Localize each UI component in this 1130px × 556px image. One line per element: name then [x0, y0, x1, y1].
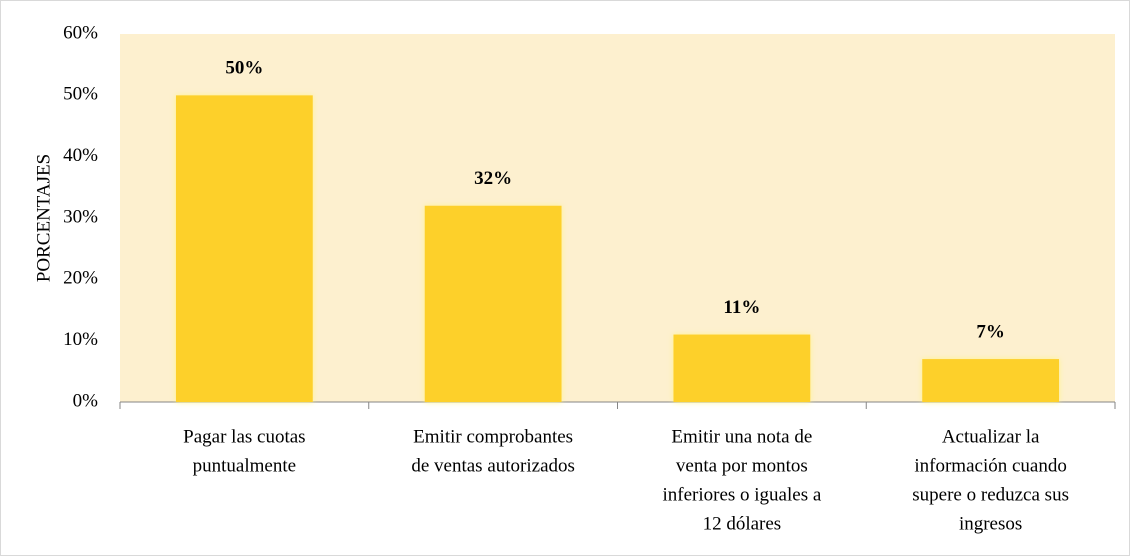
y-axis-label: PORCENTAJES [33, 154, 54, 282]
x-tick-label: información cuando [914, 455, 1066, 476]
data-label: 11% [723, 297, 760, 318]
x-tick-label: puntualmente [193, 455, 296, 476]
x-tick-label: Actualizar la [942, 426, 1040, 447]
y-tick-label: 60% [63, 22, 98, 43]
y-tick-label: 10% [63, 329, 98, 350]
x-tick-label: supere o reduzca sus [912, 484, 1069, 505]
x-tick-label: Emitir una nota de [671, 426, 812, 447]
y-tick-label: 50% [63, 84, 98, 105]
bar [424, 205, 562, 402]
data-label: 50% [225, 58, 263, 79]
y-tick-label: 0% [73, 390, 99, 411]
x-tick-label: inferiores o iguales a [662, 484, 821, 505]
x-tick-label: Emitir comprobantes [413, 426, 573, 447]
bar [922, 359, 1060, 402]
data-label: 32% [474, 168, 512, 189]
x-tick-label: ingresos [959, 513, 1022, 534]
x-tick-label: de ventas autorizados [411, 455, 575, 476]
y-tick-label: 40% [63, 145, 98, 166]
data-label: 7% [976, 321, 1005, 342]
x-tick-label: Pagar las cuotas [183, 426, 305, 447]
y-tick-label: 20% [63, 268, 98, 289]
y-tick-label: 30% [63, 206, 98, 227]
x-tick-label: venta por montos [676, 455, 808, 476]
bar [175, 95, 313, 402]
bar [673, 334, 811, 402]
x-tick-label: 12 dólares [703, 513, 782, 534]
